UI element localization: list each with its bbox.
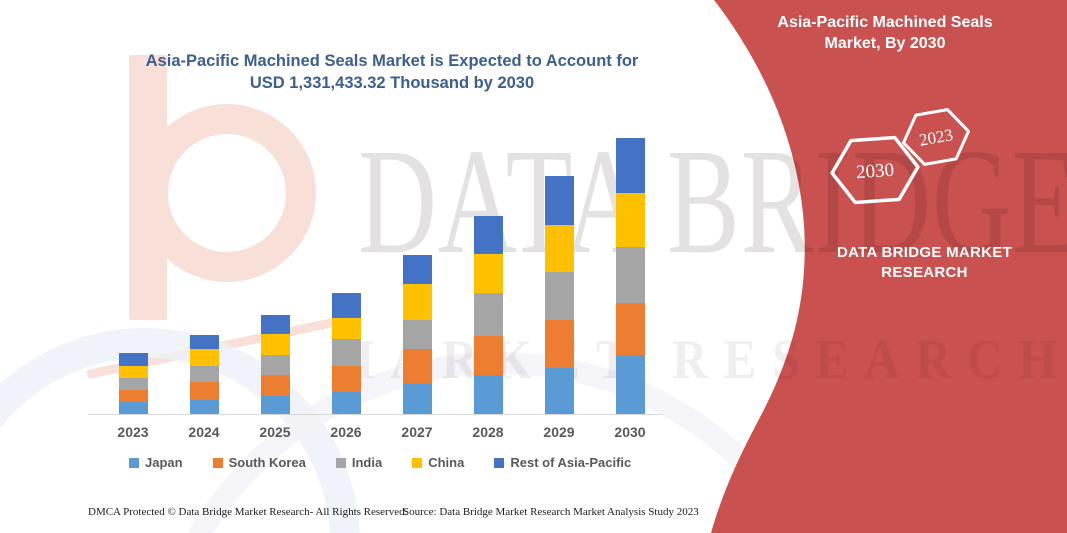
bar-segment-2023-india <box>118 377 148 390</box>
x-axis-label-2026: 2026 <box>330 424 362 440</box>
bar-segment-2025-japan <box>260 395 290 414</box>
legend-swatch <box>494 457 505 468</box>
bar-segment-2028-india <box>473 293 503 336</box>
bar-segment-2026-rest-of-asia-pacific <box>331 293 361 318</box>
legend-item-india: India <box>335 455 383 470</box>
bar-segment-2026-japan <box>331 392 361 414</box>
legend-label: China <box>428 455 465 470</box>
legend-item-south-korea: South Korea <box>212 455 306 470</box>
legend-swatch <box>212 457 223 468</box>
bar-segment-2025-india <box>260 354 290 376</box>
bar-segment-2028-rest-of-asia-pacific <box>473 216 503 254</box>
bar-segment-2027-india <box>402 320 432 350</box>
bar-2029 <box>544 176 574 414</box>
bar-2030 <box>615 138 645 414</box>
chart-title: Asia-Pacific Machined Seals Market is Ex… <box>118 50 666 94</box>
legend-item-china: China <box>412 455 464 470</box>
bar-segment-2023-china <box>118 366 148 378</box>
bar-segment-2030-india <box>615 247 645 304</box>
bar-segment-2024-india <box>189 366 219 383</box>
chart-legend: Japan South Korea India China Rest of Asia-P… <box>129 455 631 470</box>
bar-segment-2024-south-korea <box>189 382 219 400</box>
bar-segment-2023-japan <box>118 402 148 414</box>
bar-segment-2030-south-korea <box>615 303 645 355</box>
legend-swatch <box>129 457 139 468</box>
hexagon-2030-badge: 2030 <box>830 135 920 205</box>
brand-name-text: DATA BRIDGE MARKET RESEARCH <box>836 244 1013 281</box>
bar-segment-2024-japan <box>189 399 219 414</box>
bar-segment-2027-japan <box>402 382 432 414</box>
bar-segment-2029-south-korea <box>544 319 574 368</box>
bar-segment-2028-japan <box>473 375 503 414</box>
bar-2023 <box>118 353 148 414</box>
legend-item-rest-of-asia-pacific: Rest of Asia-Pacific <box>494 455 631 470</box>
bar-2024 <box>189 335 219 414</box>
x-axis-label-2025: 2025 <box>259 424 291 440</box>
bar-2026 <box>331 293 361 414</box>
bar-segment-2025-china <box>260 333 290 355</box>
bar-2025 <box>260 315 290 414</box>
dmca-copyright-text: DMCA Protected © Data Bridge Market Rese… <box>88 506 408 518</box>
legend-label: Rest of Asia-Pacific <box>510 455 632 470</box>
bar-segment-2030-china <box>615 192 645 248</box>
legend-label: South Korea <box>228 455 306 470</box>
legend-label: Japan <box>145 455 183 470</box>
side-panel-title: Asia-Pacific Machined Seals Market, By 2… <box>777 14 993 52</box>
hexagon-2023-label: 2023 <box>918 125 955 150</box>
x-axis-label-2030: 2030 <box>614 424 646 440</box>
x-axis-line <box>88 414 662 415</box>
chart-title-line2: USD 1,331,433.32 Thousand by 2030 <box>249 74 535 92</box>
bar-segment-2027-south-korea <box>402 349 432 383</box>
bar-2027 <box>402 255 432 414</box>
legend-item-japan: Japan <box>129 455 183 470</box>
hexagon-2030-outline <box>830 135 920 205</box>
x-axis-label-2023: 2023 <box>117 424 149 440</box>
bar-segment-2028-china <box>473 253 503 294</box>
legend-swatch <box>412 457 423 468</box>
red-panel-shape <box>711 0 1067 533</box>
x-axis-label-2028: 2028 <box>472 424 504 440</box>
bar-segment-2025-rest-of-asia-pacific <box>260 315 290 334</box>
bar-segment-2030-rest-of-asia-pacific <box>615 138 645 193</box>
legend-swatch <box>335 457 346 468</box>
x-axis-label-2024: 2024 <box>188 424 220 440</box>
source-attribution-text: Source: Data Bridge Market Research Mark… <box>403 506 699 518</box>
bar-segment-2029-rest-of-asia-pacific <box>544 176 574 225</box>
bar-segment-2025-south-korea <box>260 375 290 396</box>
bar-segment-2028-south-korea <box>473 335 503 376</box>
bar-segment-2026-south-korea <box>331 366 361 393</box>
hexagon-2030-label: 2030 <box>855 160 894 184</box>
bar-segment-2024-rest-of-asia-pacific <box>189 335 219 350</box>
bar-segment-2029-india <box>544 272 574 320</box>
bar-segment-2029-japan <box>544 367 574 414</box>
bar-segment-2026-china <box>331 317 361 340</box>
bar-segment-2023-south-korea <box>118 389 148 403</box>
legend-label: India <box>351 455 383 470</box>
bar-segment-2027-china <box>402 283 432 321</box>
bar-segment-2023-rest-of-asia-pacific <box>118 353 148 367</box>
bar-segment-2026-india <box>331 339 361 367</box>
hexagon-2023-outline <box>902 108 970 166</box>
x-axis-label-2027: 2027 <box>401 424 433 440</box>
x-axis-label-2029: 2029 <box>543 424 575 440</box>
chart-title-line1: Asia-Pacific Machined Seals Market is Ex… <box>145 52 639 70</box>
bar-segment-2027-rest-of-asia-pacific <box>402 255 432 284</box>
bar-segment-2029-china <box>544 224 574 273</box>
bar-segment-2030-japan <box>615 354 645 414</box>
bar-2028 <box>473 216 503 414</box>
bar-segment-2024-china <box>189 349 219 367</box>
